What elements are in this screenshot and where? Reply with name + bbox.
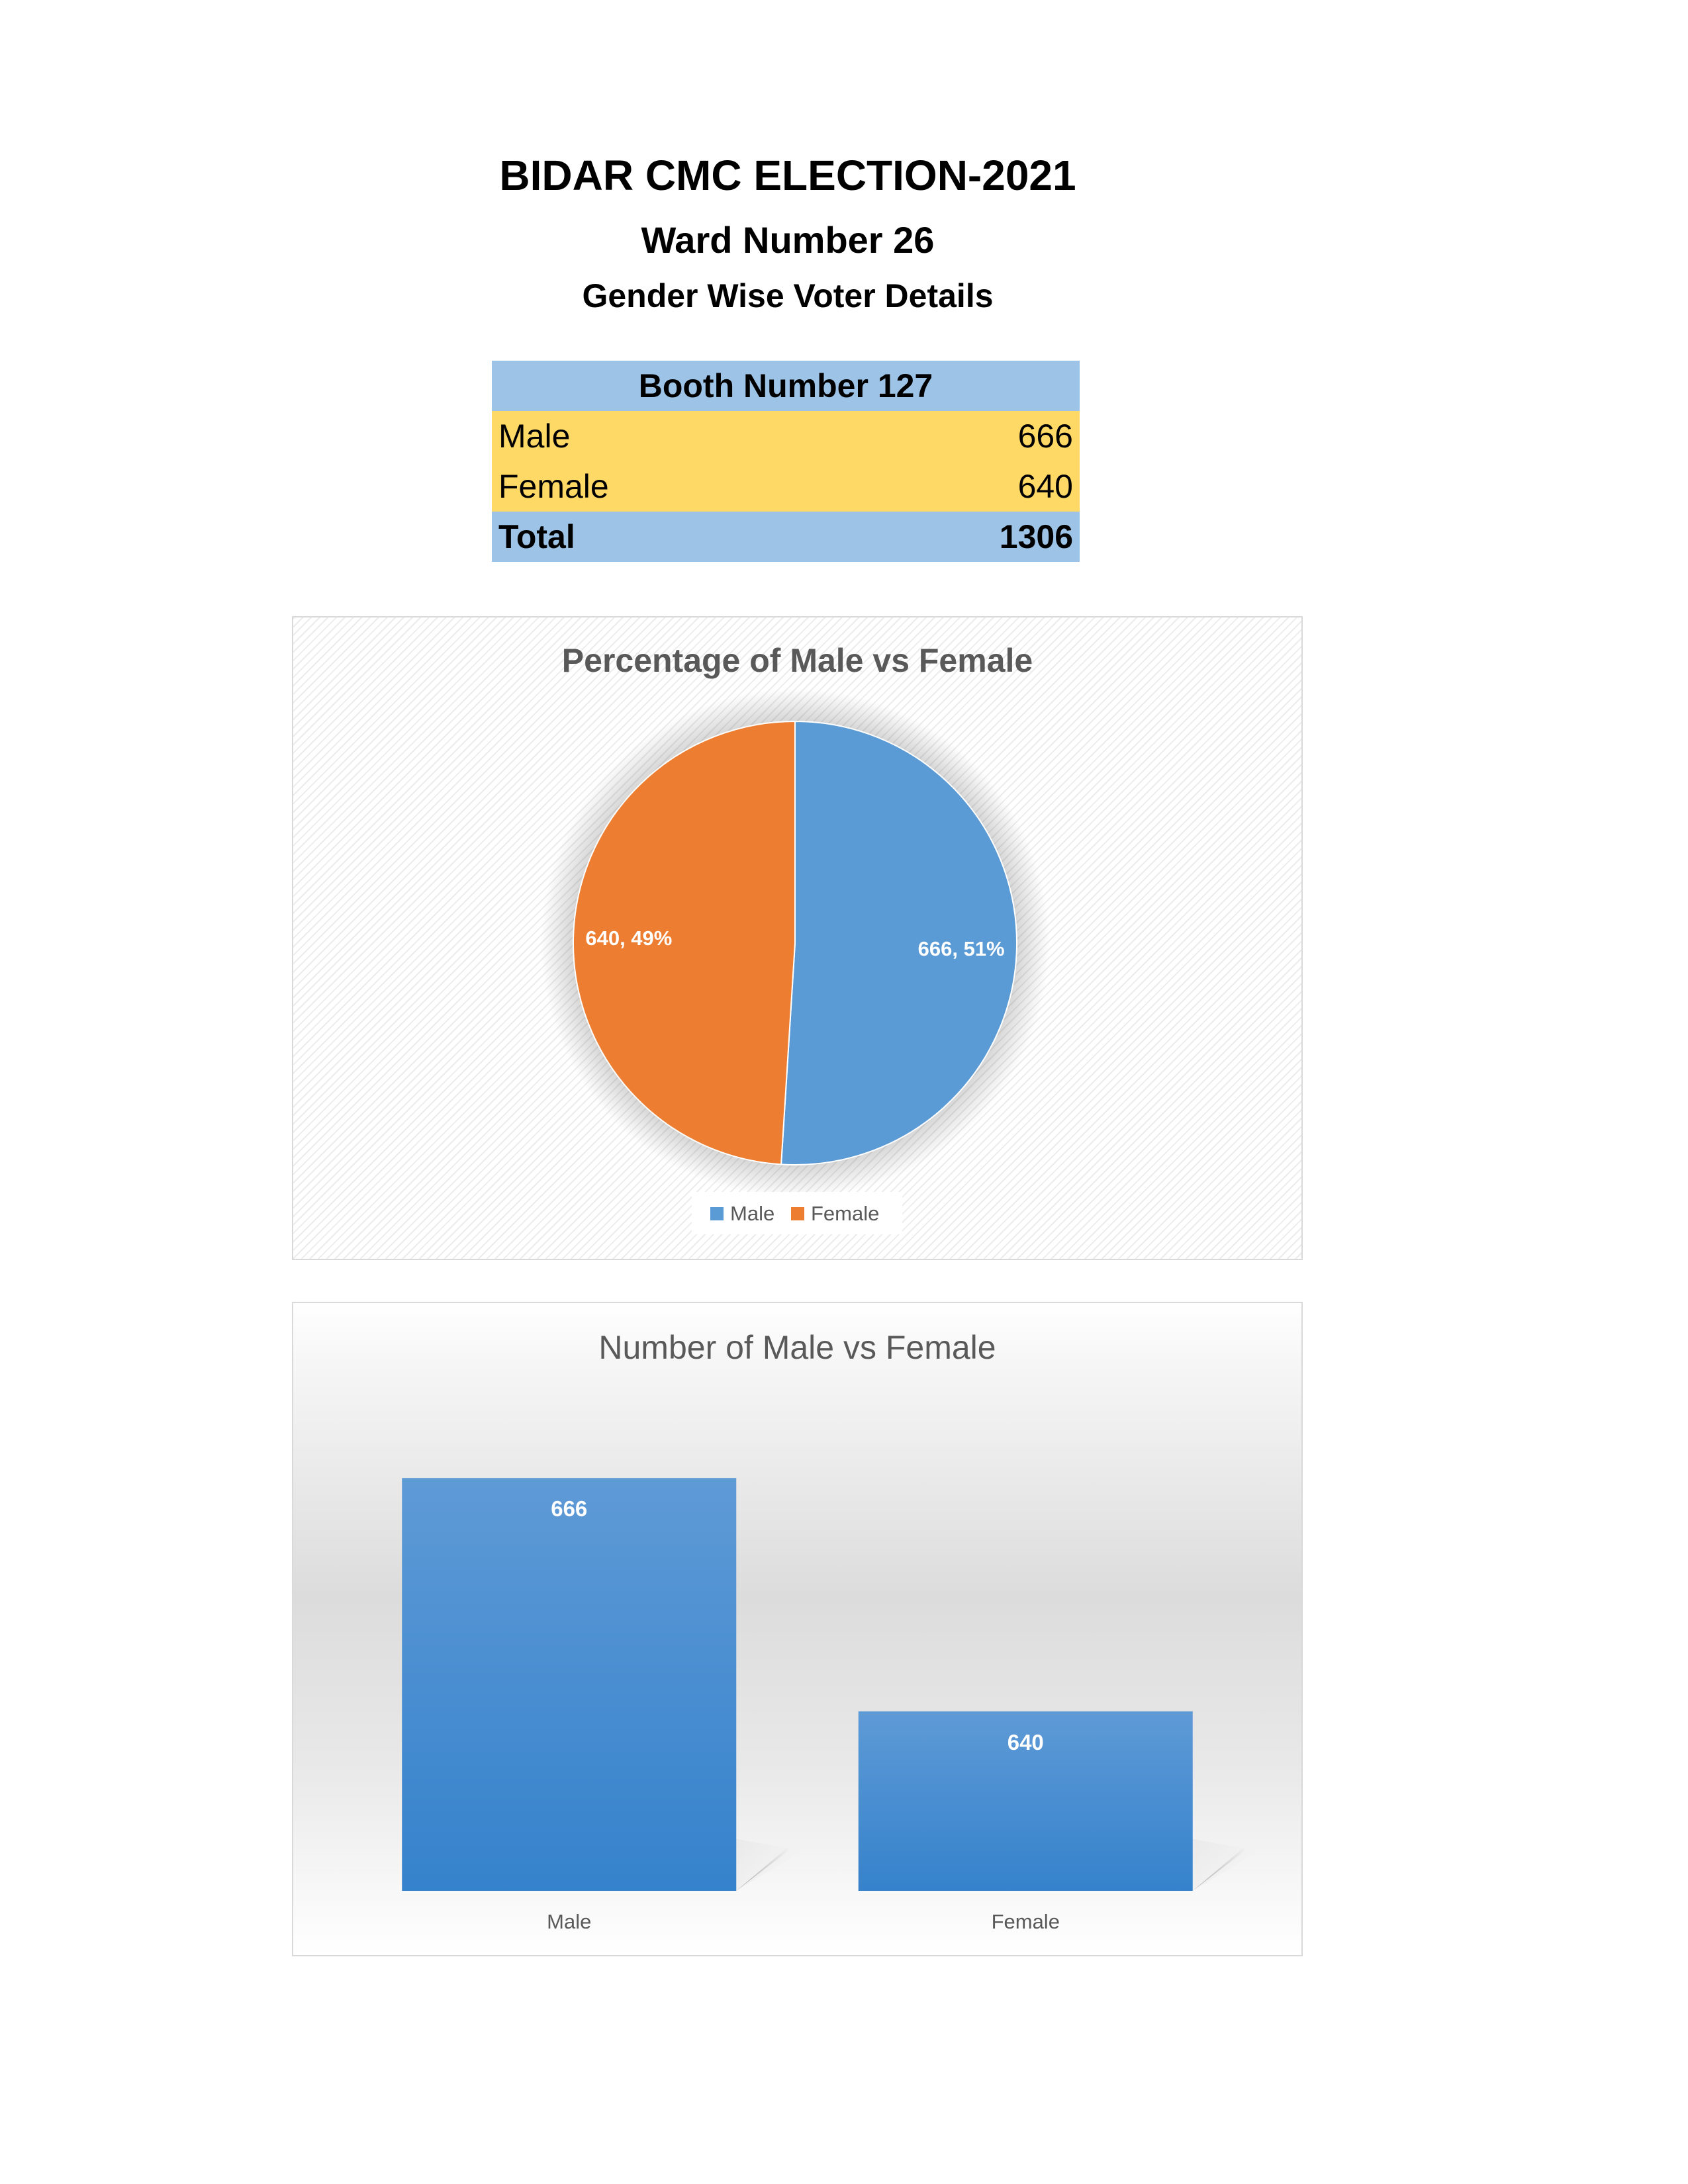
bar-chart-title: Number of Male vs Female bbox=[598, 1329, 996, 1366]
booth-number-label: Booth Number 127 bbox=[492, 361, 1080, 411]
table-total-row: Total 1306 bbox=[492, 512, 1080, 562]
bar-data-label-female: 640 bbox=[1008, 1730, 1044, 1754]
bar-female bbox=[858, 1711, 1193, 1891]
pie-chart-plot: 666, 51% 640, 49% Male Female bbox=[540, 688, 1050, 1234]
page-title: BIDAR CMC ELECTION-2021 bbox=[499, 152, 1076, 199]
row-label-male: Male bbox=[492, 411, 837, 461]
page-subtitle: Ward Number 26 bbox=[641, 219, 935, 261]
legend-swatch-female bbox=[791, 1207, 804, 1220]
pie-data-label-female: 640, 49% bbox=[585, 927, 672, 950]
bar-data-label-male: 666 bbox=[551, 1496, 587, 1521]
bar-chart: Number of Male vs Female 666 640 Male Fema… bbox=[292, 1302, 1303, 1956]
legend-label-male: Male bbox=[730, 1202, 774, 1225]
x-tick-label-female: Female bbox=[992, 1910, 1060, 1933]
page-subtitle-2: Gender Wise Voter Details bbox=[582, 277, 994, 314]
pie-chart-title: Percentage of Male vs Female bbox=[561, 642, 1033, 679]
total-label: Total bbox=[492, 512, 837, 562]
row-label-female: Female bbox=[492, 461, 837, 512]
table-row: Male 666 bbox=[492, 411, 1080, 461]
total-value: 1306 bbox=[837, 512, 1080, 562]
pie-slice-male bbox=[780, 720, 1017, 1165]
pie-slice-female bbox=[573, 720, 796, 1165]
row-value-female: 640 bbox=[837, 461, 1080, 512]
pie-chart: Percentage of Male vs Female 666, 51% 640… bbox=[292, 616, 1303, 1260]
row-value-male: 666 bbox=[837, 411, 1080, 461]
pie-data-label-male: 666, 51% bbox=[918, 937, 1005, 960]
booth-table-header: Booth Number 127 bbox=[492, 361, 1080, 411]
bar-chart-plot: 666 640 Male Female bbox=[402, 1478, 1259, 1933]
legend-label-female: Female bbox=[811, 1202, 879, 1225]
bar-male bbox=[402, 1478, 737, 1891]
table-row: Female 640 bbox=[492, 461, 1080, 512]
legend-swatch-male bbox=[710, 1207, 724, 1220]
x-tick-label-male: Male bbox=[547, 1910, 591, 1933]
booth-table: Booth Number 127 Male 666 Female 640 Tot… bbox=[492, 361, 1080, 562]
